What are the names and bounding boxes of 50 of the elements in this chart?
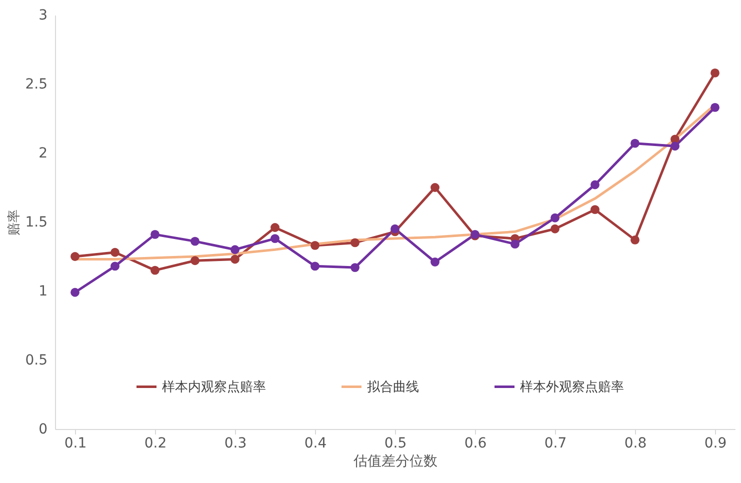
point — [150, 230, 160, 239]
point — [230, 245, 240, 254]
y-tick-label: 0 — [38, 422, 48, 438]
legend-label: 样本内观察点赔率 — [162, 378, 266, 395]
point — [630, 235, 640, 244]
point — [350, 238, 360, 248]
point — [510, 240, 520, 249]
legend-label: 拟合曲线 — [367, 380, 419, 395]
x-tick-label: 0.6 — [464, 436, 487, 452]
point — [310, 240, 320, 250]
y-tick-label: 0.5 — [25, 352, 48, 368]
point — [710, 68, 720, 78]
x-axis-title: 估值差分位数 — [352, 454, 438, 470]
point — [110, 262, 120, 271]
y-tick-label: 2.5 — [25, 76, 48, 92]
point — [590, 180, 600, 190]
x-tick-label: 0.2 — [144, 436, 167, 452]
point — [670, 142, 680, 151]
point — [710, 102, 720, 112]
y-tick-label: 1 — [38, 284, 48, 300]
point — [270, 223, 280, 232]
point — [150, 266, 160, 275]
point — [230, 254, 240, 264]
point — [550, 224, 560, 234]
point — [70, 288, 80, 297]
point — [630, 138, 640, 148]
point — [550, 213, 560, 222]
point — [350, 263, 360, 272]
point — [190, 236, 200, 246]
x-tick-label: 0.9 — [704, 436, 727, 452]
point — [110, 248, 120, 257]
x-tick-label: 0.5 — [384, 436, 407, 452]
y-tick-label: 3 — [38, 8, 48, 24]
point — [430, 183, 440, 192]
x-tick-label: 0.8 — [624, 436, 647, 452]
point — [270, 234, 280, 244]
y-tick-label: 1.5 — [25, 214, 48, 230]
point — [430, 258, 440, 266]
x-tick-label: 0.7 — [544, 436, 567, 452]
x-tick-label: 0.1 — [64, 436, 87, 452]
point — [70, 252, 80, 261]
x-tick-label: 0.3 — [224, 436, 247, 452]
point — [390, 224, 400, 234]
point — [310, 262, 320, 271]
point — [190, 256, 200, 266]
legend-label: 样本外观察点赔率 — [520, 378, 624, 395]
x-tick-label: 0.4 — [304, 436, 327, 452]
y-tick-label: 2 — [38, 146, 48, 162]
y-axis-title: 赔率 — [6, 210, 22, 236]
point — [590, 205, 600, 214]
